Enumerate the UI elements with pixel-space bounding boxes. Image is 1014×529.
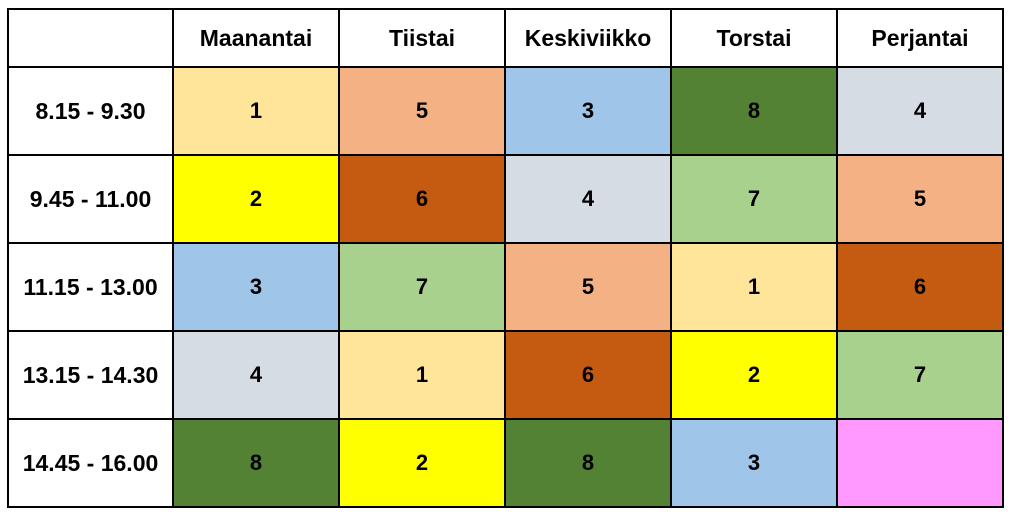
schedule-cell: 6	[338, 154, 506, 244]
schedule-cell: 1	[172, 66, 340, 156]
time-slot-cell: 14.45 - 16.00	[7, 418, 174, 508]
schedule-cell: 5	[836, 154, 1004, 244]
schedule-cell: 2	[670, 330, 838, 420]
table-row: 11.15 - 13.00 3 7 5 1 6	[7, 242, 1004, 332]
schedule-cell: 4	[172, 330, 340, 420]
schedule-cell: 5	[504, 242, 672, 332]
schedule-cell: 8	[670, 66, 838, 156]
schedule-cell: 5	[338, 66, 506, 156]
timetable: Maanantai Tiistai Keskiviikko Torstai Pe…	[7, 8, 1004, 508]
schedule-cell: 6	[836, 242, 1004, 332]
schedule-cell: 2	[172, 154, 340, 244]
schedule-cell: 7	[670, 154, 838, 244]
time-slot-cell: 13.15 - 14.30	[7, 330, 174, 420]
day-header-wednesday: Keskiviikko	[504, 8, 672, 68]
schedule-cell: 3	[670, 418, 838, 508]
schedule-cell: 7	[338, 242, 506, 332]
time-slot-cell: 11.15 - 13.00	[7, 242, 174, 332]
corner-cell	[7, 8, 174, 68]
time-slot-cell: 8.15 - 9.30	[7, 66, 174, 156]
schedule-cell: 1	[670, 242, 838, 332]
day-header-thursday: Torstai	[670, 8, 838, 68]
day-header-tuesday: Tiistai	[338, 8, 506, 68]
time-slot-cell: 9.45 - 11.00	[7, 154, 174, 244]
schedule-cell: 8	[172, 418, 340, 508]
schedule-cell	[836, 418, 1004, 508]
day-header-monday: Maanantai	[172, 8, 340, 68]
schedule-cell: 8	[504, 418, 672, 508]
schedule-cell: 3	[504, 66, 672, 156]
table-row: 14.45 - 16.00 8 2 8 3	[7, 418, 1004, 508]
table-row: 9.45 - 11.00 2 6 4 7 5	[7, 154, 1004, 244]
schedule-cell: 4	[836, 66, 1004, 156]
schedule-cell: 3	[172, 242, 340, 332]
schedule-cell: 2	[338, 418, 506, 508]
schedule-cell: 1	[338, 330, 506, 420]
schedule-cell: 7	[836, 330, 1004, 420]
day-header-friday: Perjantai	[836, 8, 1004, 68]
schedule-cell: 4	[504, 154, 672, 244]
table-row: 13.15 - 14.30 4 1 6 2 7	[7, 330, 1004, 420]
header-row: Maanantai Tiistai Keskiviikko Torstai Pe…	[7, 8, 1004, 68]
table-row: 8.15 - 9.30 1 5 3 8 4	[7, 66, 1004, 156]
schedule-cell: 6	[504, 330, 672, 420]
schedule-container: Maanantai Tiistai Keskiviikko Torstai Pe…	[7, 8, 1004, 508]
